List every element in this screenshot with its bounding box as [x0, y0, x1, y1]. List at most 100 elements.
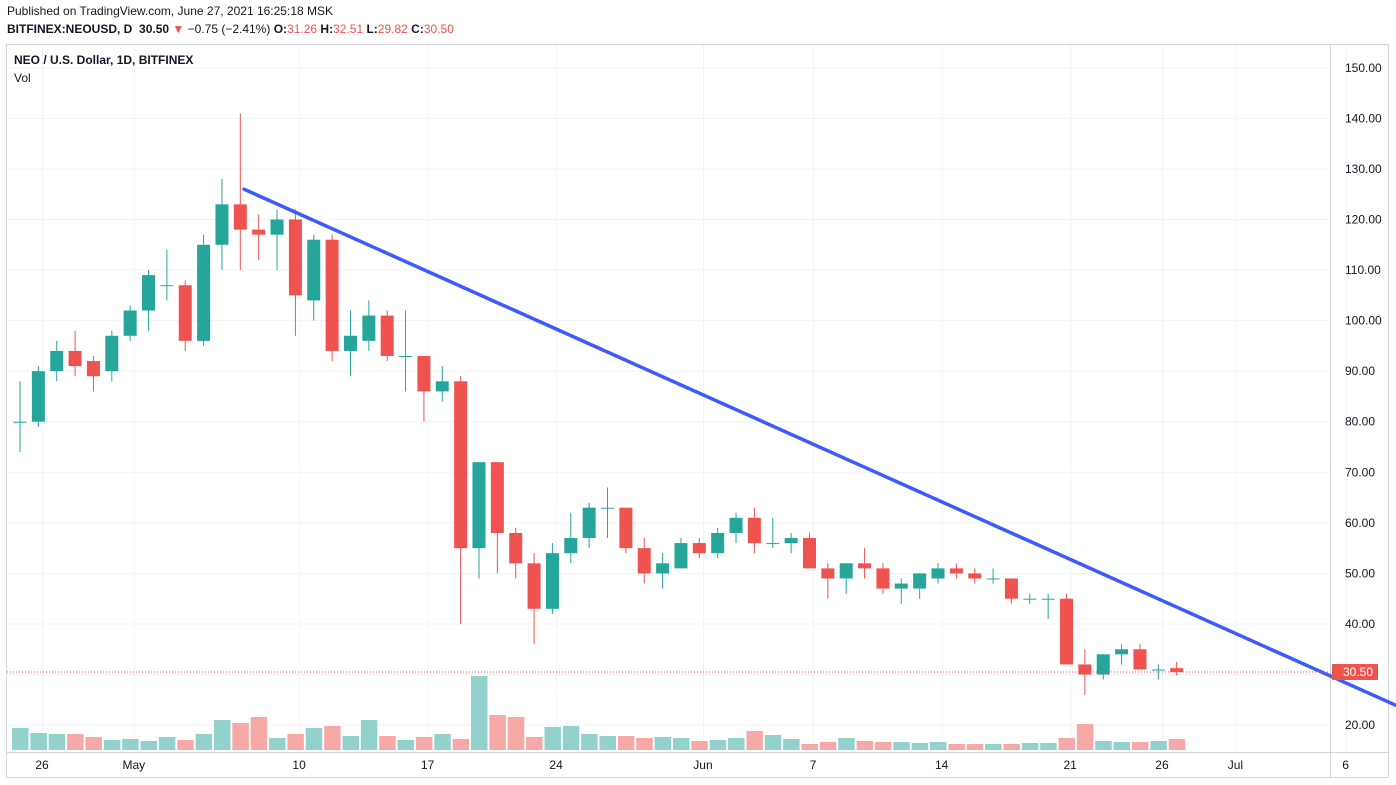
volume-bar — [911, 743, 929, 750]
volume-bar — [397, 740, 415, 750]
candle-body — [1004, 578, 1018, 599]
candle-body — [123, 310, 137, 336]
close-label: C: — [411, 22, 424, 36]
symbol-label: BITFINEX:NEOUSD, D — [7, 22, 133, 36]
volume-bar — [948, 744, 965, 750]
candle-body — [766, 543, 780, 545]
candle-body — [564, 538, 578, 554]
volume-bar — [1168, 739, 1186, 750]
candle-body — [252, 229, 266, 235]
volume-bar — [452, 739, 470, 750]
volume-bar — [48, 734, 66, 750]
volume-bar — [177, 740, 194, 750]
volume-bar — [709, 740, 727, 750]
volume-bar — [654, 737, 672, 750]
time-tick-label: 7 — [810, 758, 817, 772]
candle-body — [86, 361, 100, 377]
price-tick-label: 150.00 — [1345, 61, 1382, 75]
candle-body — [325, 239, 339, 351]
volume-bar — [287, 734, 304, 750]
volume-bar — [728, 738, 745, 750]
volume-bar — [140, 741, 158, 750]
volume-bar — [581, 734, 598, 750]
volume-bar — [1058, 738, 1076, 750]
volume-bar — [30, 733, 47, 750]
candle-body — [656, 563, 670, 574]
candle-body — [949, 568, 963, 574]
volume-bar — [507, 717, 525, 750]
volume-bar — [544, 727, 561, 750]
time-tick-label: 26 — [35, 758, 49, 772]
volume-bar — [1076, 724, 1094, 750]
volume-legend: Vol — [14, 71, 31, 85]
candle-body — [711, 532, 725, 554]
chart-legend-title: NEO / U.S. Dollar, 1D, BITFINEX — [14, 53, 194, 67]
candle-body — [931, 568, 945, 579]
volume-bar — [1021, 743, 1039, 750]
volume-bar — [305, 728, 323, 750]
price-tick-label: 140.00 — [1345, 111, 1382, 125]
low-value: 29.82 — [377, 22, 408, 36]
time-tick-label: 21 — [1064, 758, 1078, 772]
volume-bar — [985, 744, 1002, 750]
volume-bar — [874, 742, 892, 750]
candle-body — [362, 315, 376, 341]
time-tick-label: 26 — [1155, 758, 1169, 772]
volume-bar — [195, 734, 213, 750]
candle-body — [894, 583, 908, 589]
candle-body — [435, 381, 449, 392]
volume-bar — [599, 736, 617, 750]
candle-body — [215, 204, 229, 245]
candle-body — [637, 548, 651, 574]
time-tick-label: 10 — [292, 758, 306, 772]
volume-bar — [12, 728, 29, 750]
candle-body — [1133, 649, 1147, 670]
candle-body — [876, 568, 890, 589]
close-value: 30.50 — [423, 22, 454, 36]
volume-bar — [67, 734, 84, 750]
volume-bar — [1150, 741, 1167, 750]
candle-body — [399, 356, 413, 358]
price-tick-label: 120.00 — [1345, 213, 1382, 227]
volume-bar — [213, 720, 231, 750]
chart-frame[interactable] — [6, 44, 1389, 778]
candle-body — [343, 335, 357, 351]
candle-body — [601, 507, 615, 509]
candle-body — [13, 421, 27, 423]
candle-body — [197, 244, 211, 341]
candle-body — [1078, 664, 1092, 675]
last-price-tag — [1332, 664, 1378, 681]
volume-bar — [764, 735, 782, 750]
candle-body — [68, 350, 82, 367]
time-tick-label: 6 — [1342, 758, 1349, 772]
published-caption: Published on TradingView.com, June 27, 2… — [7, 4, 333, 18]
time-axis: 26 May 10 17 24 Jun 7 14 21 26 Jul 6 — [35, 758, 1349, 772]
volume-bar — [746, 731, 763, 750]
ohlc-bar: BITFINEX:NEOUSD, D 30.50 ▼ −0.75 (−2.41%… — [7, 22, 454, 36]
candle-body — [821, 568, 835, 579]
time-tick-label: 24 — [549, 758, 563, 772]
volume-bar — [526, 737, 543, 750]
time-tick-label: 14 — [935, 758, 949, 772]
candle-body — [692, 543, 706, 554]
price-axis: 150.00 140.00 130.00 120.00 110.00 100.00 90.0… — [1345, 61, 1382, 732]
candle-body — [1096, 654, 1110, 675]
price-tick-label: 40.00 — [1345, 617, 1375, 631]
candle-body — [784, 538, 798, 544]
candle-body — [509, 532, 523, 564]
volume-bar — [85, 737, 102, 750]
candle-body — [472, 462, 486, 549]
price-change: −0.75 (−2.41%) — [187, 22, 271, 36]
candle-body — [858, 563, 872, 569]
candle-body — [747, 517, 761, 544]
volume-bar — [103, 740, 121, 750]
volume-bar — [1040, 743, 1057, 750]
candle-body — [968, 573, 982, 579]
candle-body — [417, 356, 431, 392]
candle-body — [160, 285, 174, 287]
candle-body — [1115, 649, 1129, 655]
candle-body — [50, 350, 64, 372]
high-label: H: — [320, 22, 334, 36]
volume-bar — [562, 726, 580, 750]
